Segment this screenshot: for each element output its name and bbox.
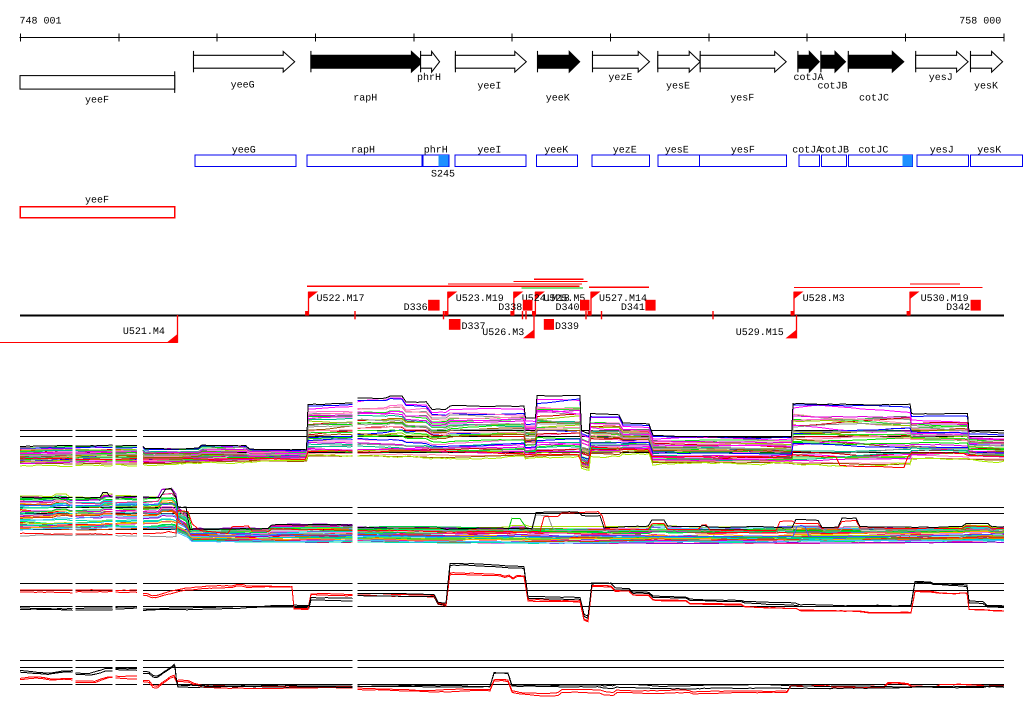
svg-text:yeeF: yeeF (85, 195, 109, 206)
svg-text:D339: D339 (555, 322, 579, 333)
svg-text:yesF: yesF (731, 146, 755, 157)
svg-text:rapH: rapH (351, 146, 375, 157)
svg-text:yeeG: yeeG (231, 81, 255, 92)
svg-text:yeeG: yeeG (232, 146, 256, 157)
svg-text:yeeK: yeeK (546, 94, 570, 105)
svg-text:cotJB: cotJB (819, 146, 849, 157)
svg-text:U529.M15: U529.M15 (736, 328, 784, 339)
svg-text:yeeF: yeeF (85, 96, 109, 107)
svg-text:yeeI: yeeI (477, 81, 501, 92)
svg-text:rapH: rapH (353, 94, 377, 105)
svg-text:758 000: 758 000 (959, 17, 1001, 28)
svg-text:yesJ: yesJ (930, 146, 954, 157)
svg-text:cotJA: cotJA (793, 73, 823, 84)
svg-text:D341: D341 (621, 303, 645, 314)
svg-text:yeeI: yeeI (477, 146, 501, 157)
svg-text:U521.M4: U521.M4 (123, 327, 165, 338)
svg-text:yeeK: yeeK (544, 146, 568, 157)
svg-text:U528.M3: U528.M3 (803, 294, 845, 305)
svg-text:U522.M17: U522.M17 (317, 294, 365, 305)
svg-text:yesF: yesF (730, 94, 754, 105)
svg-text:D340: D340 (555, 303, 579, 314)
svg-text:yesE: yesE (666, 82, 690, 93)
svg-text:yesJ: yesJ (929, 73, 953, 84)
svg-text:U525.M5: U525.M5 (543, 294, 585, 305)
svg-text:cotJB: cotJB (817, 81, 847, 92)
svg-text:D337: D337 (462, 322, 486, 333)
svg-text:S245: S245 (431, 169, 455, 180)
svg-text:cotJC: cotJC (858, 146, 888, 157)
svg-text:yesE: yesE (665, 146, 689, 157)
svg-text:D338: D338 (498, 303, 522, 314)
svg-text:748 001: 748 001 (20, 17, 62, 28)
svg-text:U524.M18: U524.M18 (522, 294, 570, 305)
svg-text:U527.M14: U527.M14 (599, 294, 647, 305)
svg-text:yezE: yezE (608, 73, 632, 84)
svg-text:D336: D336 (404, 303, 428, 314)
svg-text:yezE: yezE (613, 146, 637, 157)
svg-text:U526.M3: U526.M3 (482, 328, 524, 339)
svg-text:D342: D342 (946, 303, 970, 314)
svg-text:phrH: phrH (417, 72, 441, 84)
svg-text:phrH: phrH (424, 145, 448, 157)
svg-text:U523.M19: U523.M19 (456, 294, 504, 305)
svg-text:U530.M19: U530.M19 (921, 294, 969, 305)
svg-text:yesK: yesK (974, 81, 998, 92)
svg-text:cotJC: cotJC (859, 93, 889, 104)
svg-text:cotJA: cotJA (792, 146, 822, 157)
svg-text:yesK: yesK (977, 146, 1001, 157)
